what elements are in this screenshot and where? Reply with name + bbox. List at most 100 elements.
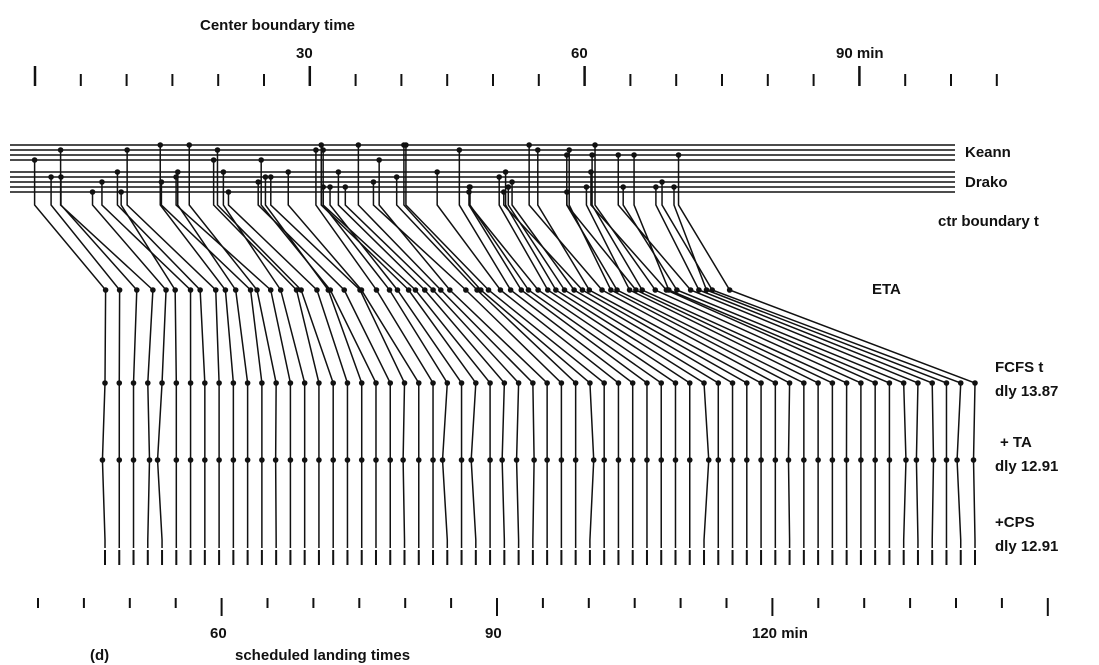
point: [447, 287, 453, 293]
point: [330, 380, 336, 386]
point: [468, 457, 474, 463]
point: [675, 152, 682, 158]
point: [458, 380, 465, 386]
trajectory: [504, 172, 710, 548]
point: [930, 457, 937, 463]
stream-label: Keann: [965, 144, 1011, 161]
point: [858, 380, 864, 386]
point: [434, 169, 440, 175]
point: [614, 287, 620, 293]
point: [273, 380, 279, 386]
point: [579, 287, 586, 293]
trajectory: [566, 155, 805, 548]
point: [571, 287, 577, 293]
point: [31, 157, 38, 163]
point: [674, 287, 680, 293]
point: [502, 169, 509, 175]
point: [589, 152, 595, 158]
point: [829, 457, 836, 463]
point: [686, 457, 693, 463]
point: [124, 147, 130, 153]
point: [525, 287, 532, 293]
point: [130, 380, 137, 386]
point: [358, 287, 365, 293]
trajectory: [617, 155, 919, 548]
point: [758, 457, 764, 463]
point: [671, 184, 677, 190]
point: [729, 380, 736, 386]
point: [629, 380, 636, 386]
point: [513, 457, 520, 463]
point: [666, 287, 672, 293]
point: [230, 380, 237, 386]
point: [99, 457, 106, 463]
point: [197, 287, 203, 293]
point: [344, 380, 351, 386]
point: [174, 169, 181, 175]
point: [858, 457, 864, 463]
point: [561, 287, 568, 293]
point: [172, 287, 178, 293]
trajectory: [159, 145, 235, 548]
point: [259, 380, 265, 386]
point: [608, 287, 614, 293]
point: [726, 287, 733, 293]
point: [102, 380, 108, 386]
point: [599, 287, 605, 293]
point: [430, 380, 436, 386]
point: [531, 457, 537, 463]
point: [438, 287, 444, 293]
point: [507, 287, 514, 293]
point: [373, 457, 379, 463]
point: [387, 457, 394, 463]
point: [225, 189, 232, 195]
level-label: dly 12.91: [995, 538, 1058, 555]
point: [186, 142, 193, 148]
point: [173, 457, 180, 463]
point: [130, 457, 137, 463]
point: [929, 380, 936, 386]
point: [500, 189, 507, 195]
point: [544, 380, 550, 386]
top-label: 60: [571, 45, 588, 62]
point: [943, 380, 950, 386]
point: [355, 142, 362, 148]
point: [509, 179, 515, 185]
point: [485, 287, 492, 293]
point: [715, 457, 722, 463]
point: [146, 457, 153, 463]
point: [696, 287, 702, 293]
point: [943, 457, 950, 463]
point: [212, 287, 219, 293]
point: [293, 287, 300, 293]
trajectory: [60, 177, 138, 548]
point: [588, 169, 594, 175]
point: [327, 287, 334, 293]
point: [558, 380, 565, 386]
point: [815, 457, 821, 463]
point: [639, 287, 645, 293]
point: [744, 457, 750, 463]
bottom-label: 120 min: [752, 625, 808, 642]
point: [298, 287, 304, 293]
point: [412, 287, 419, 293]
point: [330, 457, 336, 463]
point: [497, 287, 504, 293]
level-label: ctr boundary t: [938, 213, 1039, 230]
trajectories: [10, 66, 1049, 616]
point: [187, 287, 194, 293]
point: [705, 457, 712, 463]
point: [230, 457, 237, 463]
point: [633, 287, 639, 293]
trajectory: [33, 160, 107, 548]
point: [785, 457, 792, 463]
point: [615, 380, 622, 386]
point: [954, 457, 960, 463]
point: [672, 457, 679, 463]
point: [244, 380, 251, 386]
point: [133, 287, 140, 293]
point: [173, 174, 179, 180]
point: [515, 380, 522, 386]
point: [216, 457, 222, 463]
